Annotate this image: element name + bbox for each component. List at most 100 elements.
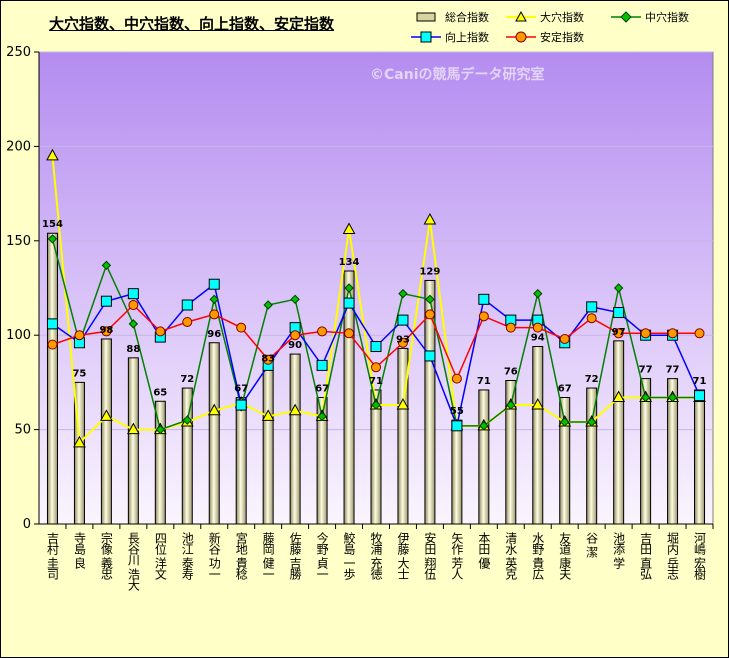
point — [317, 411, 327, 422]
point — [424, 309, 435, 320]
data-labels: 154 75 98 88 65 72 96 67 83 90 67 134 71 93 129 55 71 76 9… — [42, 219, 706, 417]
bar — [289, 353, 301, 525]
point — [640, 392, 651, 403]
x-tick-label: 鮫島 一歩 — [342, 531, 356, 581]
point — [343, 297, 355, 309]
legend: 総合指数 大穴指数 中穴指数 向上指数 安定指数 — [411, 7, 711, 47]
point — [613, 283, 624, 293]
bar — [478, 389, 490, 525]
point — [181, 299, 193, 311]
legend-item-bar: 総合指数 — [411, 9, 489, 25]
point — [290, 330, 301, 341]
bar — [208, 342, 220, 525]
x-tick-label: 今野 貞一 — [315, 531, 329, 579]
point — [316, 359, 328, 371]
bar — [694, 389, 706, 525]
point — [505, 322, 516, 333]
y-axis: 0 50 100 150 200 250 — [6, 45, 40, 532]
data-label: 77 — [639, 365, 653, 376]
point — [533, 288, 543, 299]
point — [208, 278, 220, 290]
data-label: 134 — [339, 257, 360, 268]
point — [478, 311, 489, 322]
point — [694, 390, 706, 402]
x-tick-label: 新谷 功一 — [207, 531, 221, 579]
data-label: 93 — [396, 334, 410, 345]
bar — [370, 389, 382, 525]
chart-title: 大穴指数、中穴指数、向上指数、安定指数 — [49, 15, 335, 33]
legend-line-swatch — [506, 11, 536, 22]
data-label: 77 — [666, 365, 680, 376]
data-label: 72 — [585, 374, 599, 385]
x-tick-label: 吉村 圭司 — [45, 532, 59, 580]
point — [398, 288, 408, 299]
bar — [235, 397, 247, 525]
x-tick-label: 宮地 貴稔 — [234, 531, 248, 581]
point — [317, 326, 328, 337]
point — [47, 234, 58, 244]
data-label: 96 — [207, 329, 221, 340]
data-label: 72 — [180, 374, 194, 385]
point — [209, 294, 219, 305]
x-tick-label: 四位 洋文 — [153, 532, 167, 579]
x-tick-label: 友道 康夫 — [558, 532, 572, 581]
point — [667, 328, 678, 339]
data-label: 67 — [558, 384, 572, 395]
point — [263, 300, 273, 310]
legend-bar-swatch — [416, 12, 436, 22]
point — [586, 301, 598, 313]
point — [74, 330, 85, 341]
data-label: 71 — [693, 376, 707, 387]
legend-label: 大穴指数 — [540, 11, 584, 24]
data-label: 76 — [504, 367, 518, 378]
point — [370, 341, 382, 353]
bar — [451, 419, 463, 525]
x-tick-label: 水野 貴広 — [531, 532, 545, 580]
data-label: 98 — [99, 325, 113, 336]
data-label: 65 — [153, 387, 167, 398]
x-tick-label: 安田 翔伍 — [423, 531, 437, 580]
point — [73, 435, 86, 448]
point — [182, 316, 193, 327]
point — [451, 420, 463, 432]
x-tick-label: 谷 潔 — [585, 532, 599, 558]
point — [423, 212, 437, 225]
legend-item-kojo: 向上指数 — [411, 29, 489, 45]
legend-item-chuketsu: 中穴指数 — [611, 9, 689, 25]
point — [288, 403, 302, 416]
point — [128, 319, 139, 329]
x-tick-label: 堀内 岳志 — [666, 531, 680, 580]
x-tick-label: 池添 学 — [612, 532, 626, 569]
data-label: 97 — [612, 327, 626, 338]
bar — [532, 346, 544, 525]
x-tick-label: 牧浦 充徳 — [369, 532, 383, 580]
bar — [181, 387, 193, 525]
point — [290, 294, 300, 305]
point — [47, 339, 58, 350]
point — [209, 309, 220, 320]
legend-item-antei: 安定指数 — [506, 29, 584, 45]
data-label: 88 — [126, 344, 140, 355]
point — [261, 409, 275, 421]
data-label: 67 — [315, 384, 329, 395]
y-tick-label: 50 — [14, 423, 31, 438]
point — [694, 328, 705, 339]
x-tick-label: 寺島 良 — [72, 532, 86, 570]
x-tick-label: 本田 優 — [477, 532, 491, 570]
bar — [154, 400, 166, 525]
point — [155, 326, 166, 337]
point — [396, 398, 410, 410]
point — [342, 222, 356, 234]
data-label: 71 — [477, 376, 491, 387]
data-label: 90 — [288, 340, 302, 351]
point — [371, 362, 381, 373]
x-tick-label: 宗像 義忠 — [99, 531, 113, 580]
data-label: 94 — [531, 333, 545, 344]
bar-series — [46, 232, 706, 525]
x-tick-label: 伊藤 大士 — [396, 532, 410, 579]
point — [531, 398, 545, 410]
point — [478, 293, 490, 305]
point — [182, 415, 192, 425]
point — [560, 417, 570, 427]
